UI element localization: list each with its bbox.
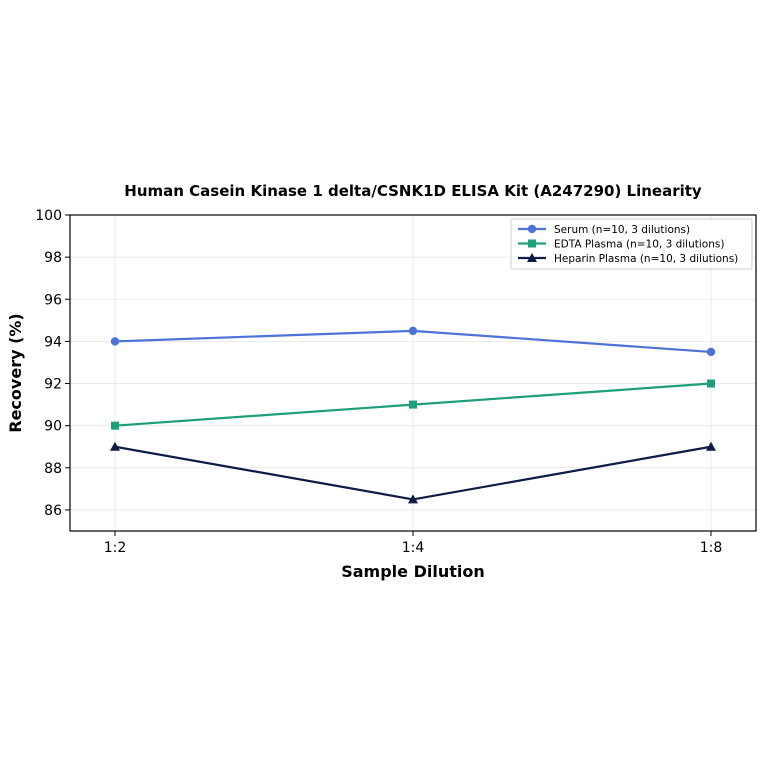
chart-title: Human Casein Kinase 1 delta/CSNK1D ELISA… [124, 182, 702, 200]
y-tick-label: 96 [44, 292, 62, 308]
series-2 [111, 379, 715, 430]
data-point [110, 441, 120, 451]
series-1 [110, 326, 716, 357]
legend: Serum (n=10, 3 dilutions) EDTA Plasma (n=… [510, 218, 753, 270]
legend-label: Serum (n=10, 3 dilutions) [554, 224, 690, 236]
data-point [408, 494, 418, 504]
y-axis-label: Recovery (%) [6, 313, 25, 432]
series-3 [110, 441, 716, 504]
y-tick-label: 100 [35, 208, 62, 224]
data-point [706, 441, 716, 451]
y-tick-label: 92 [44, 377, 62, 393]
legend-item: EDTA Plasma (n=10, 3 dilutions) [518, 239, 724, 251]
x-axis-label: Sample Dilution [341, 562, 485, 581]
data-point [706, 347, 716, 357]
data-point [408, 326, 418, 336]
legend-marker [528, 239, 536, 248]
data-point [409, 400, 417, 409]
y-tick-label: 90 [44, 419, 62, 435]
x-tick-label: 1:8 [700, 540, 723, 556]
legend-item: Serum (n=10, 3 dilutions) [518, 224, 690, 236]
data-point [111, 421, 119, 430]
legend-label: EDTA Plasma (n=10, 3 dilutions) [554, 239, 724, 251]
data-point [110, 337, 120, 346]
x-tick-label: 1:4 [402, 540, 425, 556]
legend-item: Heparin Plasma (n=10, 3 dilutions) [518, 253, 738, 265]
axis-ticks: 86 88 90 92 94 96 98 100 1:2 1:4 1:8 [35, 208, 722, 556]
legend-marker [527, 253, 537, 262]
data-point [707, 379, 715, 388]
legend-box [510, 218, 753, 270]
legend-label: Heparin Plasma (n=10, 3 dilutions) [554, 253, 738, 265]
x-tick-label: 1:2 [104, 540, 127, 556]
y-tick-label: 94 [44, 334, 62, 350]
y-tick-label: 98 [44, 250, 62, 266]
y-tick-label: 86 [44, 503, 62, 519]
series-layer [110, 326, 716, 504]
y-tick-label: 88 [44, 461, 62, 477]
legend-marker [527, 224, 537, 234]
